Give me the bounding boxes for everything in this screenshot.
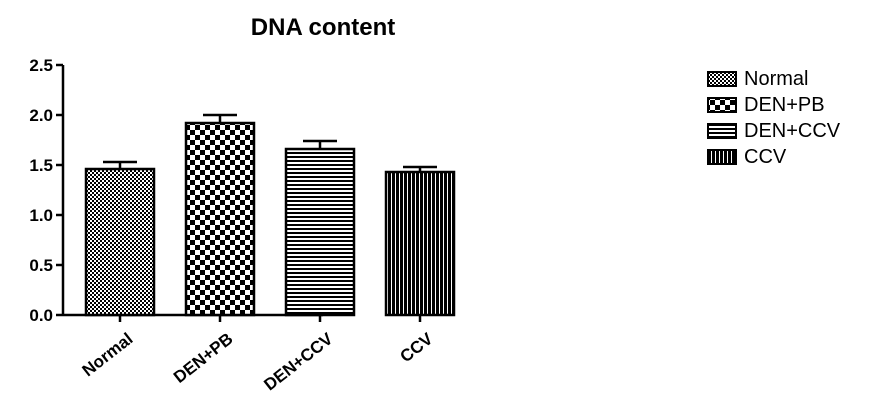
- legend-swatch: [707, 97, 737, 113]
- legend-swatch: [707, 123, 737, 139]
- legend-swatch: [707, 71, 737, 87]
- y-tick-label: 1.0: [29, 206, 53, 225]
- x-tick-label: DEN+CCV: [260, 329, 337, 395]
- bar-den-pb: [184, 121, 256, 317]
- y-tick-label: 0.5: [29, 256, 53, 275]
- plot-area: 0.0 0.5 1.0 1.5 2.0 2.5 Normal DEN+PB DEN+CCV CCV: [29, 56, 456, 395]
- bar-normal: [84, 167, 156, 317]
- y-tick-label: 1.5: [29, 156, 53, 175]
- x-tick-label: Normal: [79, 329, 137, 380]
- x-tick-label: DEN+PB: [170, 329, 236, 387]
- legend-swatch: [707, 149, 737, 165]
- y-tick-label: 0.0: [29, 306, 53, 325]
- legend: Normal DEN+PB DEN+CCV CCV: [707, 68, 841, 168]
- y-tick-label: 2.0: [29, 106, 53, 125]
- y-tick-label: 2.5: [29, 56, 53, 75]
- chart-title: DNA content: [251, 14, 395, 41]
- x-tick-label: CCV: [396, 329, 437, 366]
- bar-den-ccv: [284, 147, 356, 317]
- legend-label: Normal: [744, 68, 808, 90]
- legend-label: DEN+PB: [744, 94, 825, 116]
- legend-label: CCV: [744, 146, 787, 168]
- legend-label: DEN+CCV: [744, 120, 841, 142]
- bar-ccv: [384, 170, 456, 317]
